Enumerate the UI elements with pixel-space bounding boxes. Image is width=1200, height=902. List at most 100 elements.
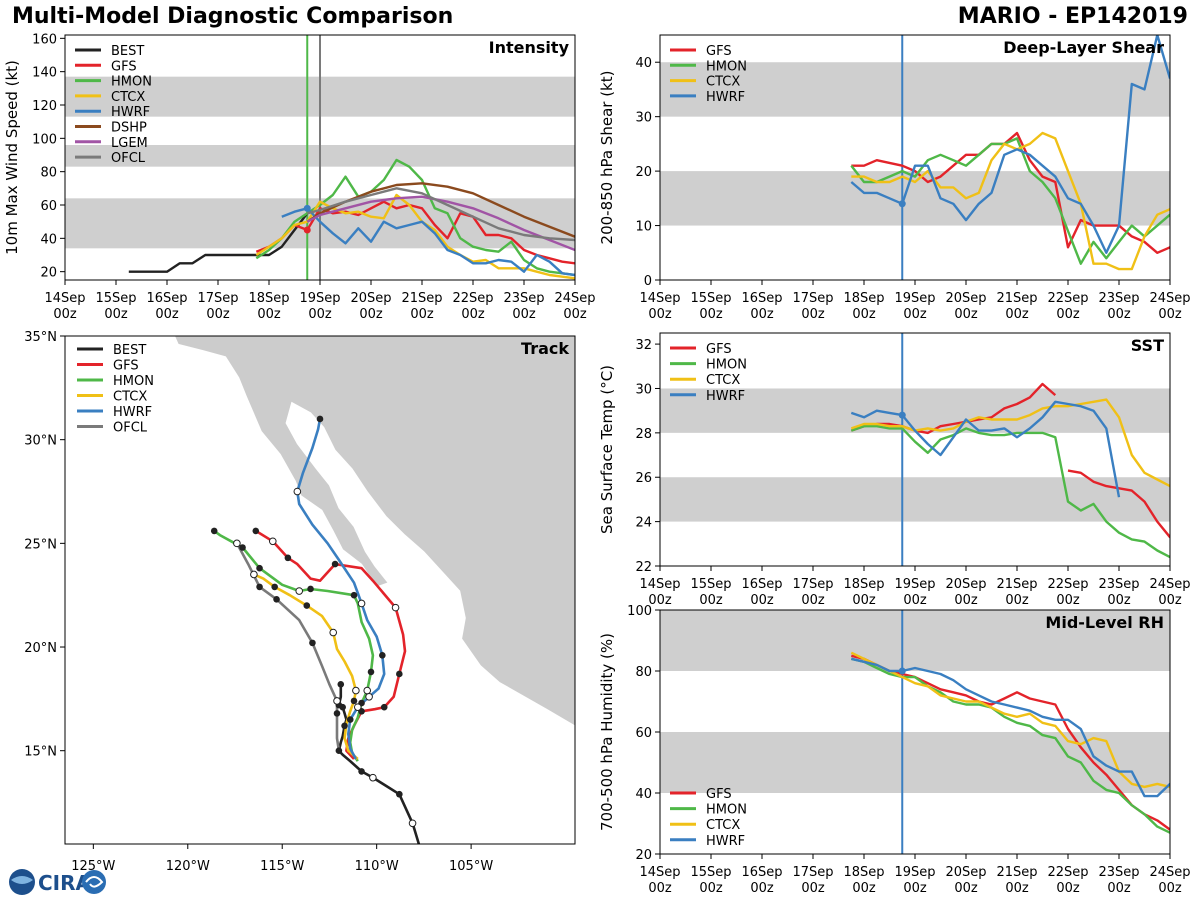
legend-label-ctcx: CTCX — [706, 818, 740, 833]
x-tick-label: 17Sep — [792, 291, 833, 306]
x-tick-label: 14Sep — [639, 865, 680, 880]
legend-label-gfs: GFS — [113, 359, 139, 374]
x-tick-sublabel: 00z — [206, 307, 230, 322]
x-tick-sublabel: 00z — [903, 593, 927, 608]
track-line-hmon — [213, 529, 375, 762]
x-tick-sublabel: 00z — [1005, 307, 1029, 322]
y-tick-label: 26 — [635, 471, 652, 486]
y-tick-label: 60 — [635, 726, 652, 741]
x-tick-sublabel: 00z — [954, 593, 978, 608]
track-point-best — [396, 790, 403, 798]
shaded-band — [660, 171, 1170, 226]
y-tick-label: 140 — [32, 66, 57, 81]
legend-label-gfs: GFS — [706, 44, 732, 59]
track-point-best — [341, 722, 348, 730]
track-point-best — [358, 768, 365, 775]
series-group — [850, 382, 1170, 559]
initial-point-marker — [898, 667, 906, 675]
legend-label-hmon: HMON — [706, 59, 747, 74]
shaded-band — [660, 388, 1170, 433]
panel-title: SST — [1131, 336, 1164, 355]
track-point-open-hwrf — [293, 487, 302, 496]
x-tick-label: 19Sep — [894, 865, 935, 880]
track-point-ofcl — [273, 596, 280, 603]
x-tick-sublabel: 00z — [1158, 593, 1182, 608]
panel-title: Deep-Layer Shear — [1003, 38, 1164, 57]
map-layers — [174, 336, 575, 844]
track-point-gfs — [331, 560, 339, 568]
series-line-hmon — [850, 137, 1170, 265]
legend-label-ctcx: CTCX — [111, 90, 145, 105]
lat-tick-label: 30°N — [24, 434, 57, 449]
series-group — [128, 158, 575, 280]
x-tick-sublabel: 00z — [699, 307, 723, 322]
legend-label-ofcl: OFCL — [113, 421, 148, 436]
x-tick-sublabel: 00z — [801, 593, 825, 608]
x-tick-label: 23Sep — [1098, 291, 1139, 306]
x-tick-sublabel: 00z — [563, 307, 587, 322]
y-axis-label: 700-500 hPa Humidity (%) — [598, 633, 616, 831]
track-map: 125°W 120°W 115°W 110°W 105°W 15°N 20°N 25°N 30°… — [24, 330, 576, 874]
x-tick-label: 22Sep — [1047, 577, 1088, 592]
legend-label-hwrf: HWRF — [706, 389, 745, 404]
x-tick-sublabel: 00z — [257, 307, 281, 322]
x-tick-label: 18Sep — [248, 291, 289, 306]
x-tick-sublabel: 00z — [954, 881, 978, 896]
legend-label-gfs: GFS — [111, 59, 137, 74]
track-line-hwrf — [296, 418, 386, 760]
x-tick-label: 16Sep — [741, 291, 782, 306]
x-tick-label: 19Sep — [894, 291, 935, 306]
y-tick-label: 80 — [635, 665, 652, 680]
track-point-ctcx — [271, 583, 278, 591]
x-tick-label: 15Sep — [690, 291, 731, 306]
x-tick-sublabel: 00z — [903, 307, 927, 322]
track-point-open-hmon — [295, 587, 304, 595]
initial-point-marker — [303, 204, 311, 212]
legend-label-ctcx: CTCX — [113, 390, 147, 405]
track-point-hmon — [239, 544, 246, 551]
y-axis-label: 10m Max Wind Speed (kt) — [3, 60, 21, 255]
track-point-gfs — [252, 527, 260, 535]
y-tick-label: 10 — [635, 220, 652, 235]
track-point-hmon — [210, 527, 218, 535]
x-tick-label: 23Sep — [503, 291, 544, 306]
track-point-ofcl — [309, 639, 316, 647]
lat-tick-label: 25°N — [24, 537, 57, 552]
panel-title: Track — [521, 339, 569, 358]
track-point-ofcl — [256, 583, 263, 591]
x-tick-sublabel: 00z — [750, 881, 774, 896]
lon-tick-label: 125°W — [71, 859, 115, 874]
y-axis-label: 200-850 hPa Shear (kt) — [598, 71, 616, 245]
x-tick-label: 20Sep — [945, 865, 986, 880]
x-tick-sublabel: 00z — [1158, 307, 1182, 322]
x-tick-label: 21Sep — [401, 291, 442, 306]
series-line-hwrf — [850, 35, 1170, 254]
track-point-open-gfs — [391, 603, 400, 612]
x-tick-label: 19Sep — [894, 577, 935, 592]
x-tick-sublabel: 00z — [1056, 881, 1080, 896]
track-point-open-best — [369, 773, 377, 782]
x-tick-label: 24Sep — [1149, 577, 1190, 592]
x-tick-sublabel: 00z — [750, 593, 774, 608]
x-tick-label: 16Sep — [146, 291, 187, 306]
x-tick-label: 14Sep — [44, 291, 85, 306]
panel-title: Intensity — [489, 38, 570, 57]
lat-tick-label: 15°N — [24, 745, 57, 760]
x-tick-sublabel: 00z — [1005, 593, 1029, 608]
x-tick-sublabel: 00z — [648, 881, 672, 896]
legend-label-ctcx: CTCX — [706, 75, 740, 90]
legend-label-hwrf: HWRF — [111, 105, 150, 120]
x-tick-label: 24Sep — [554, 291, 595, 306]
x-tick-label: 22Sep — [1047, 865, 1088, 880]
track-point-gfs — [380, 703, 388, 711]
x-tick-sublabel: 00z — [648, 593, 672, 608]
series-line-hmon — [851, 657, 1170, 834]
x-tick-label: 17Sep — [792, 865, 833, 880]
x-tick-sublabel: 00z — [1056, 593, 1080, 608]
series-line-ctcx — [255, 193, 575, 280]
initial-point-marker — [898, 200, 906, 208]
x-tick-sublabel: 00z — [852, 881, 876, 896]
track-point-open-hmon — [363, 686, 372, 695]
legend-label-hmon: HMON — [706, 803, 747, 818]
series-line-ofcl — [306, 187, 575, 242]
